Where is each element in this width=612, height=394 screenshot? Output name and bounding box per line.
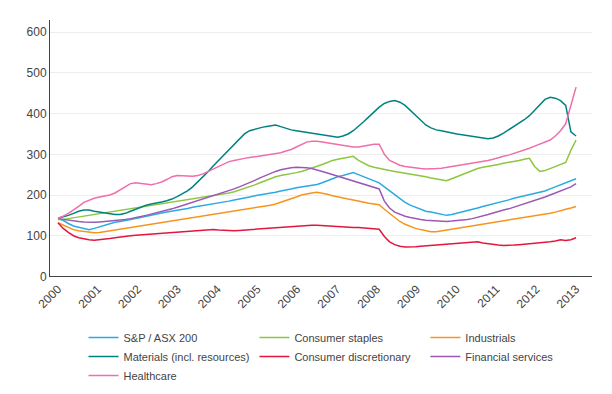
svg-text:2012: 2012 (514, 282, 543, 311)
svg-text:2006: 2006 (275, 282, 304, 311)
svg-text:Materials (incl. resources): Materials (incl. resources) (124, 351, 250, 363)
svg-text:200: 200 (27, 188, 47, 202)
svg-text:S&P / ASX 200: S&P / ASX 200 (124, 332, 198, 344)
svg-text:2009: 2009 (394, 282, 423, 311)
svg-text:2003: 2003 (155, 282, 184, 311)
svg-text:Financial services: Financial services (465, 351, 553, 363)
svg-text:2001: 2001 (75, 282, 104, 311)
svg-text:2010: 2010 (434, 282, 463, 311)
svg-text:2011: 2011 (475, 282, 503, 310)
svg-text:2004: 2004 (195, 282, 224, 311)
svg-text:0: 0 (40, 270, 47, 284)
svg-text:2000: 2000 (36, 282, 65, 311)
svg-text:Healthcare: Healthcare (124, 370, 177, 382)
svg-text:600: 600 (27, 25, 47, 39)
svg-text:2013: 2013 (554, 282, 583, 311)
svg-text:2005: 2005 (235, 282, 264, 311)
svg-text:Industrials: Industrials (465, 332, 516, 344)
svg-text:Consumer staples: Consumer staples (294, 332, 383, 344)
svg-text:300: 300 (27, 148, 47, 162)
svg-text:100: 100 (27, 229, 47, 243)
svg-text:Consumer discretionary: Consumer discretionary (294, 351, 411, 363)
svg-text:2002: 2002 (115, 282, 144, 311)
svg-text:500: 500 (27, 66, 47, 80)
svg-text:2007: 2007 (315, 282, 344, 311)
svg-text:400: 400 (27, 107, 47, 121)
svg-text:2008: 2008 (354, 282, 383, 311)
